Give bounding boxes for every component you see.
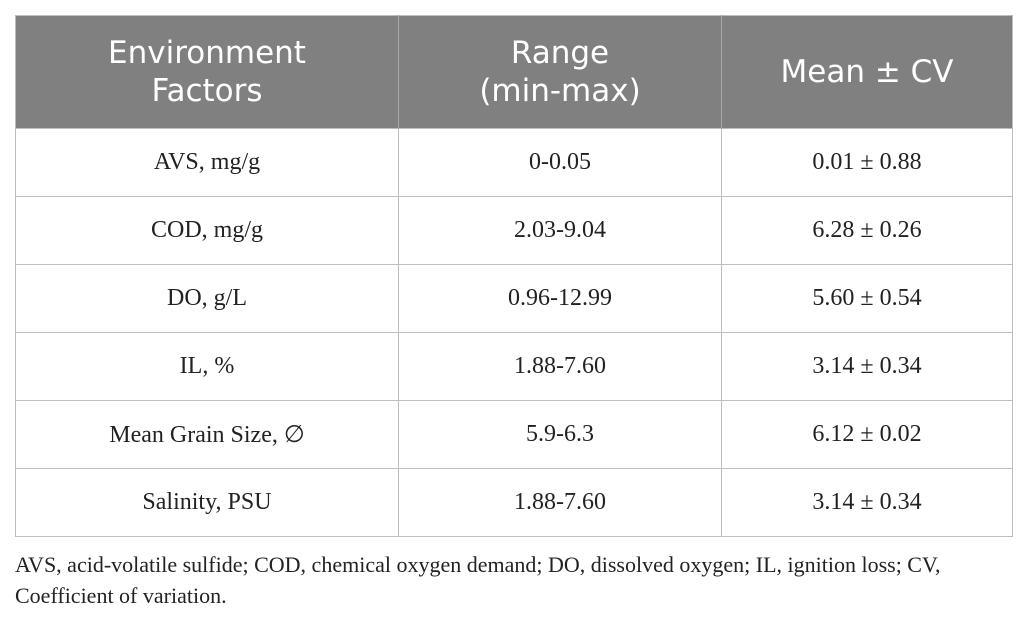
factor-cell: AVS, mg/g — [15, 128, 399, 197]
factor-cell: Mean Grain Size, ∅ — [15, 400, 399, 469]
table-footnote: AVS, acid-volatile sulfide; COD, chemica… — [15, 552, 941, 608]
mean-cv-cell: 0.01 ± 0.88 — [721, 128, 1013, 197]
range-cell: 0.96-12.99 — [398, 264, 722, 333]
table-row: Mean Grain Size, ∅ 5.9-6.3 6.12 ± 0.02 — [15, 400, 1013, 469]
table-row: Salinity, PSU 1.88-7.60 3.14 ± 0.34 — [15, 468, 1013, 537]
factor-cell: DO, g/L — [15, 264, 399, 333]
table-row: COD, mg/g 2.03-9.04 6.28 ± 0.26 — [15, 196, 1013, 265]
mean-cv-cell: 6.12 ± 0.02 — [721, 400, 1013, 469]
header-line: (min-max) — [479, 73, 641, 109]
factor-cell: IL, % — [15, 332, 399, 401]
range-cell: 2.03-9.04 — [398, 196, 722, 265]
header-line: Range — [510, 35, 610, 71]
range-cell: 0-0.05 — [398, 128, 722, 197]
factor-cell: Salinity, PSU — [15, 468, 399, 537]
environment-factors-table: Environment Factors Range (min-max) Mean… — [15, 15, 1013, 537]
header-line: Mean ± CV — [780, 54, 954, 90]
mean-cv-cell: 3.14 ± 0.34 — [721, 332, 1013, 401]
header-mean-cv: Mean ± CV — [721, 15, 1013, 129]
mean-cv-cell: 6.28 ± 0.26 — [721, 196, 1013, 265]
mean-cv-cell: 3.14 ± 0.34 — [721, 468, 1013, 537]
range-cell: 1.88-7.60 — [398, 332, 722, 401]
table-row: DO, g/L 0.96-12.99 5.60 ± 0.54 — [15, 264, 1013, 333]
header-range: Range (min-max) — [398, 15, 722, 129]
header-line: Factors — [151, 73, 263, 109]
environment-factors-table-container: Environment Factors Range (min-max) Mean… — [15, 15, 1013, 537]
table-row: AVS, mg/g 0-0.05 0.01 ± 0.88 — [15, 128, 1013, 197]
header-environment-factors: Environment Factors — [15, 15, 399, 129]
mean-cv-cell: 5.60 ± 0.54 — [721, 264, 1013, 333]
range-cell: 5.9-6.3 — [398, 400, 722, 469]
table-row: IL, % 1.88-7.60 3.14 ± 0.34 — [15, 332, 1013, 401]
header-line: Environment — [108, 35, 306, 71]
factor-cell: COD, mg/g — [15, 196, 399, 265]
table-header-row: Environment Factors Range (min-max) Mean… — [15, 15, 1013, 129]
range-cell: 1.88-7.60 — [398, 468, 722, 537]
